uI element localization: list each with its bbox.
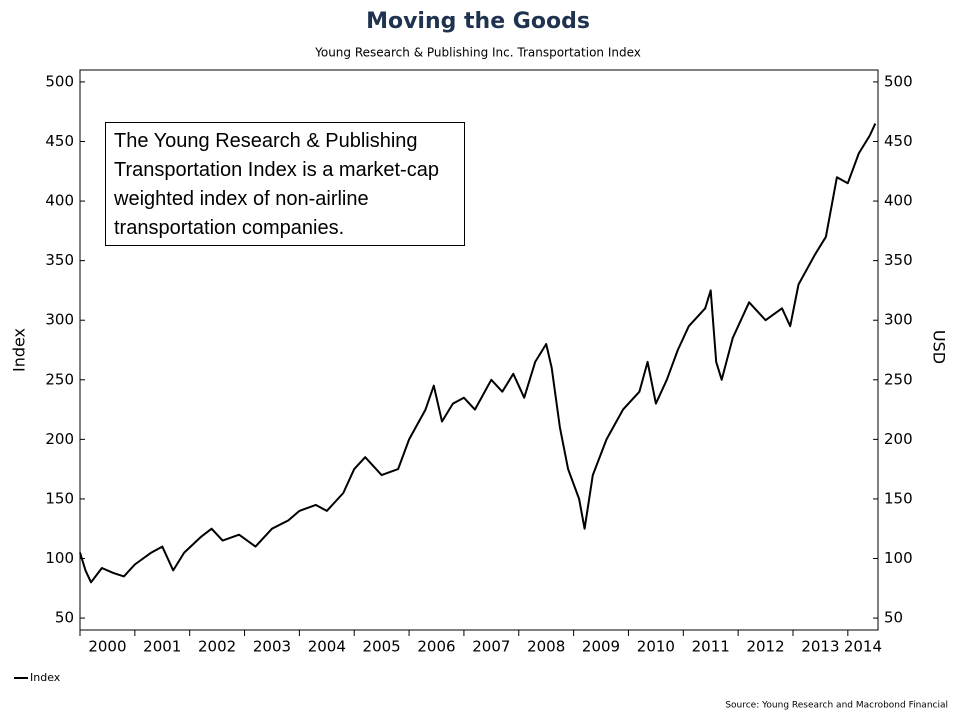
x-tick-label: 2011	[692, 638, 730, 656]
line	[79, 123, 877, 584]
x-tick-label: 2007	[472, 638, 510, 656]
x-tick-label: 2000	[88, 638, 126, 656]
y-tick-label: 250	[45, 370, 74, 388]
y2-axis-label: USD	[930, 330, 949, 364]
x-tick-label: 2009	[582, 638, 620, 656]
y2-tick-label: 450	[884, 132, 913, 150]
plot-frame	[79, 69, 879, 631]
y-tick-label: 200	[45, 430, 74, 448]
legend-label: Index	[30, 671, 61, 684]
y2-tick-label: 250	[884, 370, 913, 388]
y2-tick-label: 400	[884, 192, 913, 210]
y-tick-label: 300	[45, 311, 74, 329]
x-tick-label: 2010	[637, 638, 675, 656]
y-tick-label: 150	[45, 489, 74, 507]
y2-tick-label: 200	[884, 430, 913, 448]
y-tick-label: 450	[45, 132, 74, 150]
y2-tick-label: 350	[884, 251, 913, 269]
x-tick-label: 2005	[363, 638, 401, 656]
y-tick-label: 350	[45, 251, 74, 269]
source: Source: Young Research and Macrobond Fin…	[725, 701, 948, 711]
x-tick-label: 2003	[253, 638, 291, 656]
x-tick-label: 2014	[844, 638, 882, 656]
y2-tick-label: 100	[884, 549, 913, 567]
chart-title: Moving the Goods	[366, 9, 590, 34]
x-tick-label: 2012	[746, 638, 784, 656]
y-tick-label: 100	[45, 549, 74, 567]
y-tick-label: 500	[45, 72, 74, 90]
x-tick-label: 2013	[801, 638, 839, 656]
x-tick-label: 2002	[198, 638, 236, 656]
x-tick-label: 2001	[143, 638, 181, 656]
x-tick-label: 2006	[417, 638, 455, 656]
y2-tick-label: 50	[884, 609, 903, 627]
y2-tick-label: 300	[884, 311, 913, 329]
y-axis-label: Index	[10, 328, 29, 372]
chart-subtitle: Young Research & Publishing Inc. Transpo…	[314, 46, 641, 60]
annotation: The Young Research & Publishing Transpor…	[105, 122, 465, 246]
y-tick-label: 400	[45, 192, 74, 210]
x-tick-label: 2004	[308, 638, 346, 656]
y2-tick-label: 150	[884, 489, 913, 507]
y-tick-label: 50	[55, 609, 74, 627]
y2-tick-label: 500	[884, 72, 913, 90]
x-tick-label: 2008	[527, 638, 565, 656]
